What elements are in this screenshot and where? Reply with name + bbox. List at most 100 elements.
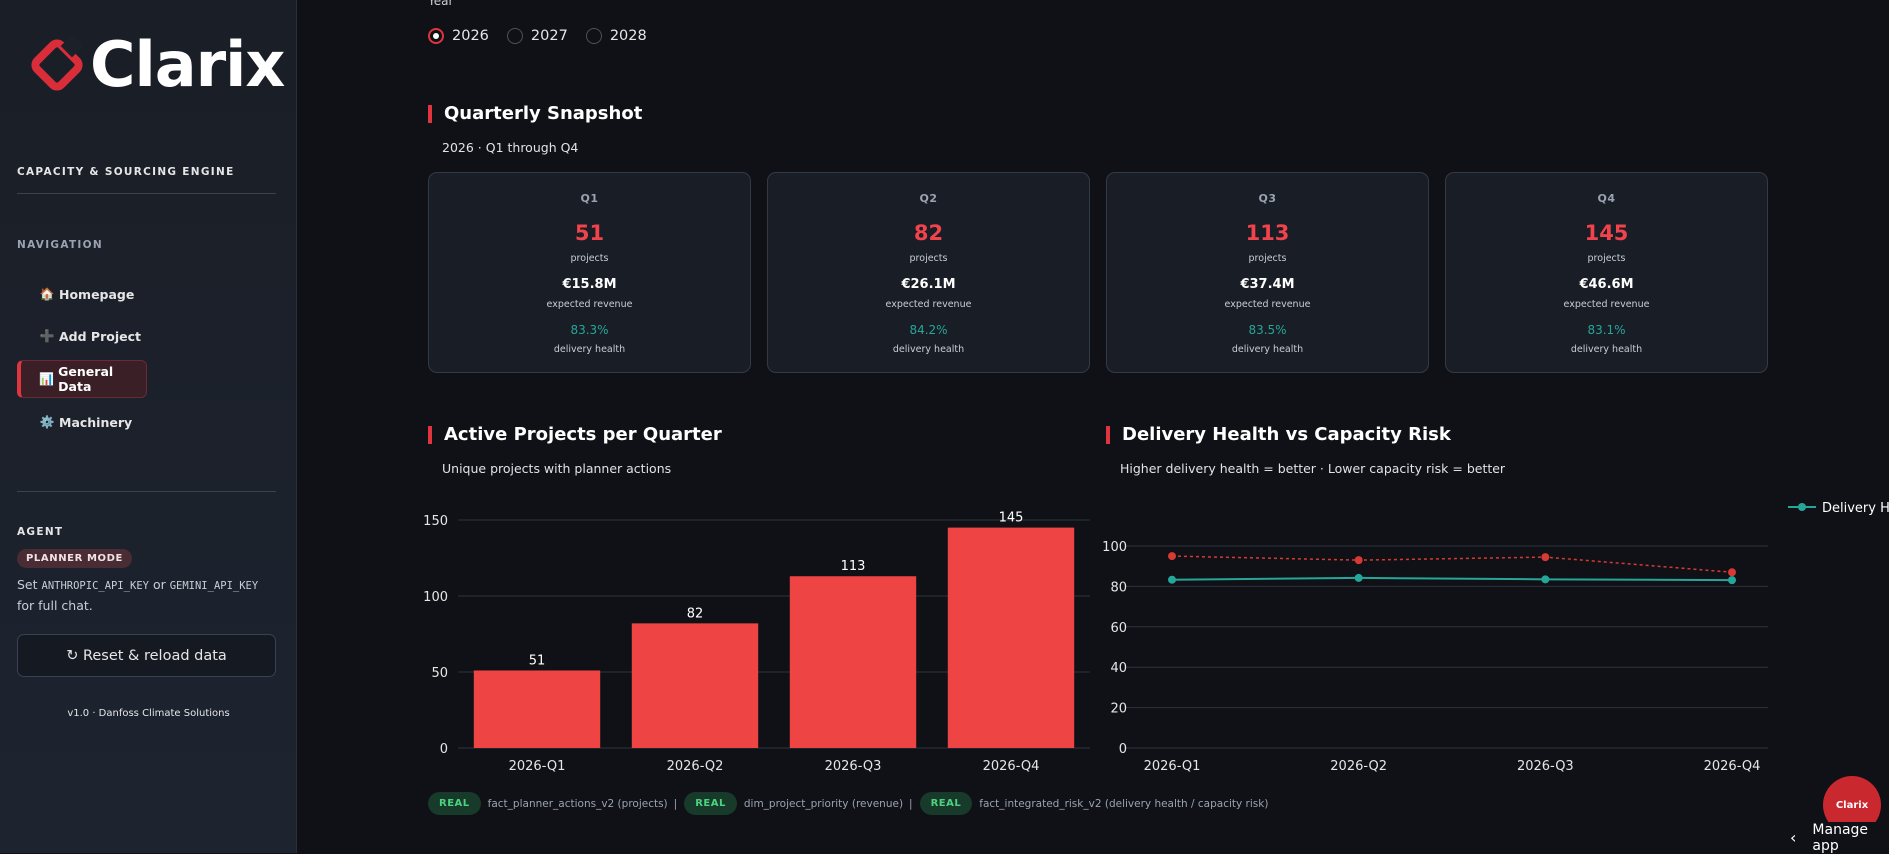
sidebar-item-label: Machinery [59,414,133,430]
bar-data-label: 82 [687,606,704,621]
line-y-tick-label: 80 [1110,580,1127,595]
projects-label: projects [1248,253,1287,264]
bar-x-tick-label: 2026-Q1 [509,759,566,774]
sidebar-item-label: Add Project [59,328,141,344]
bar-x-tick-label: 2026-Q2 [667,759,724,774]
sidebar-item-general-data[interactable]: 📊 General Data [17,360,147,398]
health-value: 83.3% [570,323,609,337]
series-point [1354,556,1363,565]
bar-y-tick-label: 100 [423,590,448,605]
year-option-2027[interactable]: 2027 [506,28,568,44]
year-option-2028[interactable]: 2028 [585,28,647,44]
gear-icon: ⚙️ [39,415,55,429]
quarter-card-q4: Q4 145 projects €46.6M expected revenue … [1445,172,1768,373]
line-x-tick-label: 2026-Q4 [1704,759,1761,774]
source-text: fact_integrated_risk_v2 (delivery health… [979,797,1269,810]
real-badge: REAL [684,792,737,815]
health-value: 83.1% [1587,323,1626,337]
quarter-card-q1: Q1 51 projects €15.8M expected revenue 8… [428,172,751,373]
revenue-label: expected revenue [885,299,972,310]
projects-value: 145 [1584,221,1629,245]
legend-swatch-dot [1798,503,1806,511]
series-point [1354,573,1363,582]
series-point [1728,576,1736,585]
manage-app-button[interactable]: ‹ Manage app [1780,821,1889,854]
sidebar-divider [17,491,276,492]
quarter-label: Q4 [1597,192,1616,205]
sidebar-item-label: Homepage [59,286,135,302]
source-text: fact_planner_actions_v2 (projects) [487,797,668,810]
projects-label: projects [909,253,948,264]
quarter-card-q3: Q3 113 projects €37.4M expected revenue … [1106,172,1429,373]
snapshot-title: Quarterly Snapshot [428,105,642,123]
quarter-card-q2: Q2 82 projects €26.1M expected revenue 8… [767,172,1090,373]
bar-y-tick-label: 0 [440,742,448,757]
line-y-tick-label: 40 [1110,661,1127,676]
reset-reload-button[interactable]: ↻ Reset & reload data [17,634,276,677]
plus-icon: ➕ [39,329,55,343]
revenue-value: €37.4M [1240,277,1295,292]
radio-dot[interactable] [585,28,602,44]
legend-entry: Delivery Health % [1822,501,1889,516]
line-y-tick-label: 100 [1102,540,1127,555]
revenue-value: €46.6M [1579,277,1634,292]
quarter-label: Q1 [580,192,599,205]
radio-dot[interactable] [428,28,444,44]
year-radio-group: 2026 2027 2028 [428,28,647,44]
planner-mode-badge: PLANNER MODE [17,549,132,568]
sidebar-item-machinery[interactable]: ⚙️ Machinery [17,403,133,441]
revenue-label: expected revenue [1224,299,1311,310]
sidebar-item-homepage[interactable]: 🏠 Homepage [17,275,135,313]
series-point [1541,553,1550,562]
data-sources-row: REAL fact_planner_actions_v2 (projects) … [428,792,1268,815]
projects-label: projects [1587,253,1626,264]
bar [947,527,1075,748]
revenue-label: expected revenue [1563,299,1650,310]
brand-logo: Clarix [28,28,285,101]
series-point [1541,575,1550,584]
line-y-tick-label: 0 [1119,742,1127,757]
projects-value: 113 [1245,221,1290,245]
radio-dot[interactable] [506,28,523,44]
year-option-2026[interactable]: 2026 [428,28,489,44]
agent-heading: AGENT [17,526,64,538]
line-x-tick-label: 2026-Q1 [1144,759,1201,774]
real-badge: REAL [428,792,481,815]
projects-value: 82 [913,221,944,245]
bar-chart-subtitle: Unique projects with planner actions [442,461,672,476]
health-label: delivery health [892,344,965,355]
health-value: 83.5% [1248,323,1287,337]
series-point [1168,575,1176,584]
bar-x-tick-label: 2026-Q3 [825,759,882,774]
bar [631,623,759,748]
source-separator: | [909,797,913,810]
bar-y-tick-label: 50 [431,666,448,681]
manage-app-label: Manage app [1812,821,1869,854]
bar-chart-icon: 📊 [39,372,55,386]
revenue-value: €15.8M [562,277,617,292]
quarter-label: Q3 [1258,192,1277,205]
projects-label: projects [570,253,609,264]
quarter-label: Q2 [919,192,938,205]
agent-note: Set ANTHROPIC_API_KEY or GEMINI_API_KEY … [17,577,259,613]
sidebar-item-label: General Data [58,364,114,394]
series-line-1 [1171,576,1733,582]
bar-chart-title: Active Projects per Quarter [428,426,722,444]
bar-data-label: 51 [529,653,546,668]
bar-data-label: 145 [999,511,1024,526]
snapshot-subtitle: 2026 · Q1 through Q4 [442,140,579,155]
projects-value: 51 [574,221,605,245]
bar [473,670,601,748]
sidebar-item-add-project[interactable]: ➕ Add Project [17,317,141,355]
chevron-left-icon: ‹ [1790,828,1797,847]
health-value: 84.2% [909,323,948,337]
line-y-tick-label: 60 [1110,621,1127,636]
bar-y-tick-label: 150 [423,514,448,529]
brand-name: Clarix [90,28,285,101]
bar-data-label: 113 [841,559,866,574]
health-label: delivery health [1570,344,1643,355]
revenue-value: €26.1M [901,277,956,292]
sidebar-divider [17,193,276,194]
bar [789,576,917,748]
version-text: v1.0 · Danfoss Climate Solutions [67,708,230,719]
